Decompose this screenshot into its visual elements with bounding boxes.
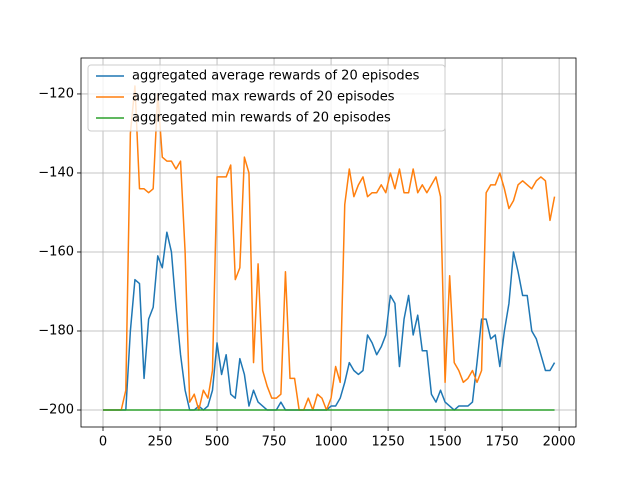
x-tick-label: 750 <box>262 435 287 450</box>
series-line <box>103 85 556 411</box>
y-tick-label: −200 <box>38 403 74 418</box>
y-tick-label: −160 <box>38 244 74 259</box>
x-tick-label: 1000 <box>315 435 348 450</box>
legend-label: aggregated max rewards of 20 episodes <box>132 90 395 105</box>
plot-frame <box>80 57 577 428</box>
y-tick-label: −140 <box>38 165 74 180</box>
x-tick-label: 500 <box>205 435 230 450</box>
y-tick-label: −180 <box>38 323 74 338</box>
x-tick-label: 250 <box>148 435 173 450</box>
x-tick-label: 1500 <box>429 435 462 450</box>
x-tick-label: 2000 <box>543 435 576 450</box>
x-tick-label: 1250 <box>372 435 405 450</box>
legend-label: aggregated average rewards of 20 episode… <box>132 69 420 84</box>
legend-box <box>87 64 446 132</box>
x-tick-label: 0 <box>99 435 107 450</box>
legend-label: aggregated min rewards of 20 episodes <box>132 111 391 126</box>
series-line <box>103 231 556 411</box>
x-tick-label: 1750 <box>486 435 519 450</box>
y-tick-label: −120 <box>38 86 74 101</box>
